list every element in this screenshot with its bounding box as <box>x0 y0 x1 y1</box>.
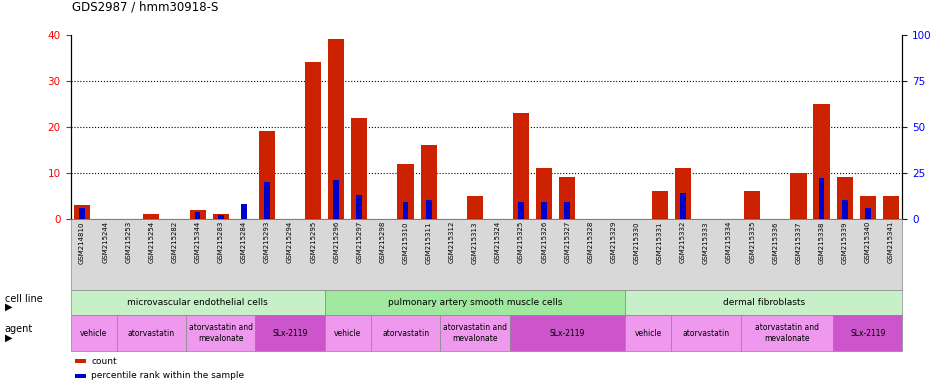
Text: GSM215328: GSM215328 <box>588 221 593 263</box>
Bar <box>467 196 483 219</box>
Text: SLx-2119: SLx-2119 <box>850 329 885 338</box>
Text: GSM215330: GSM215330 <box>634 221 639 263</box>
Text: GSM215339: GSM215339 <box>841 221 848 263</box>
Bar <box>819 178 824 219</box>
Text: GSM215326: GSM215326 <box>541 221 547 263</box>
Bar <box>398 164 414 219</box>
Bar <box>212 214 228 219</box>
Text: GSM215344: GSM215344 <box>195 221 200 263</box>
Bar <box>837 177 853 219</box>
Bar <box>564 202 571 219</box>
Text: atorvastatin: atorvastatin <box>682 329 729 338</box>
Text: GSM215335: GSM215335 <box>749 221 755 263</box>
Bar <box>513 113 529 219</box>
Text: GSM215253: GSM215253 <box>125 221 132 263</box>
Text: GSM215334: GSM215334 <box>726 221 732 263</box>
Bar <box>426 200 431 219</box>
Bar <box>860 196 876 219</box>
Text: GSM215313: GSM215313 <box>472 221 478 263</box>
Bar <box>675 168 691 219</box>
Bar <box>813 104 830 219</box>
Bar <box>352 118 368 219</box>
Text: GSM215324: GSM215324 <box>495 221 501 263</box>
Text: GDS2987 / hmm30918-S: GDS2987 / hmm30918-S <box>72 0 219 13</box>
Text: GSM215337: GSM215337 <box>795 221 802 263</box>
Text: atorvastatin and
mevalonate: atorvastatin and mevalonate <box>755 323 819 343</box>
Text: dermal fibroblasts: dermal fibroblasts <box>723 298 805 307</box>
Text: GSM215332: GSM215332 <box>680 221 686 263</box>
Text: GSM215340: GSM215340 <box>865 221 870 263</box>
Text: atorvastatin and
mevalonate: atorvastatin and mevalonate <box>189 323 253 343</box>
Bar <box>791 173 807 219</box>
Bar <box>79 208 85 219</box>
Text: ▶: ▶ <box>5 302 12 312</box>
Text: cell line: cell line <box>5 293 42 304</box>
Text: GSM215311: GSM215311 <box>426 221 431 263</box>
Bar <box>680 193 686 219</box>
Bar <box>190 210 206 219</box>
Text: atorvastatin: atorvastatin <box>382 329 430 338</box>
Text: microvascular endothelial cells: microvascular endothelial cells <box>127 298 268 307</box>
Text: GSM215296: GSM215296 <box>334 221 339 263</box>
Text: GSM214810: GSM214810 <box>79 221 85 263</box>
Text: GSM215338: GSM215338 <box>819 221 824 263</box>
Bar <box>541 202 547 219</box>
Bar <box>74 205 90 219</box>
Text: GSM215295: GSM215295 <box>310 221 316 263</box>
Text: atorvastatin: atorvastatin <box>128 329 175 338</box>
Bar <box>195 212 200 219</box>
Text: GSM215331: GSM215331 <box>657 221 663 263</box>
Bar <box>356 195 362 219</box>
Text: GSM215325: GSM215325 <box>518 221 525 263</box>
Bar <box>218 215 224 219</box>
Bar <box>334 180 339 219</box>
Text: GSM215336: GSM215336 <box>773 221 778 263</box>
Text: SLx-2119: SLx-2119 <box>550 329 585 338</box>
Bar <box>306 62 321 219</box>
Text: pulmonary artery smooth muscle cells: pulmonary artery smooth muscle cells <box>387 298 562 307</box>
Bar <box>328 39 344 219</box>
Bar <box>841 200 848 219</box>
Text: GSM215312: GSM215312 <box>448 221 455 263</box>
Text: GSM215327: GSM215327 <box>564 221 571 263</box>
Bar <box>744 191 760 219</box>
Bar <box>883 196 899 219</box>
Text: GSM215310: GSM215310 <box>402 221 409 263</box>
Bar <box>865 208 870 219</box>
Bar <box>518 202 524 219</box>
Bar <box>241 204 246 219</box>
Text: GSM215294: GSM215294 <box>287 221 293 263</box>
Bar <box>258 131 275 219</box>
Text: vehicle: vehicle <box>335 329 361 338</box>
Text: vehicle: vehicle <box>80 329 107 338</box>
Text: GSM215333: GSM215333 <box>703 221 709 263</box>
Text: agent: agent <box>5 324 33 334</box>
Text: vehicle: vehicle <box>634 329 662 338</box>
Text: percentile rank within the sample: percentile rank within the sample <box>91 371 244 380</box>
Text: GSM215254: GSM215254 <box>149 221 154 263</box>
Text: GSM215284: GSM215284 <box>241 221 247 263</box>
Bar <box>143 214 160 219</box>
Text: GSM215283: GSM215283 <box>218 221 224 263</box>
Text: GSM215341: GSM215341 <box>888 221 894 263</box>
Text: atorvastatin and
mevalonate: atorvastatin and mevalonate <box>443 323 507 343</box>
Text: GSM215329: GSM215329 <box>611 221 617 263</box>
Bar <box>420 145 437 219</box>
Bar <box>536 168 553 219</box>
Text: SLx-2119: SLx-2119 <box>273 329 307 338</box>
Bar <box>402 202 409 219</box>
Text: GSM215244: GSM215244 <box>102 221 108 263</box>
Text: count: count <box>91 357 117 366</box>
Bar <box>264 182 270 219</box>
Text: GSM215282: GSM215282 <box>171 221 178 263</box>
Text: GSM215298: GSM215298 <box>380 221 385 263</box>
Bar <box>559 177 575 219</box>
Text: GSM215297: GSM215297 <box>356 221 362 263</box>
Text: ▶: ▶ <box>5 333 12 343</box>
Text: GSM215293: GSM215293 <box>264 221 270 263</box>
Bar <box>651 191 667 219</box>
